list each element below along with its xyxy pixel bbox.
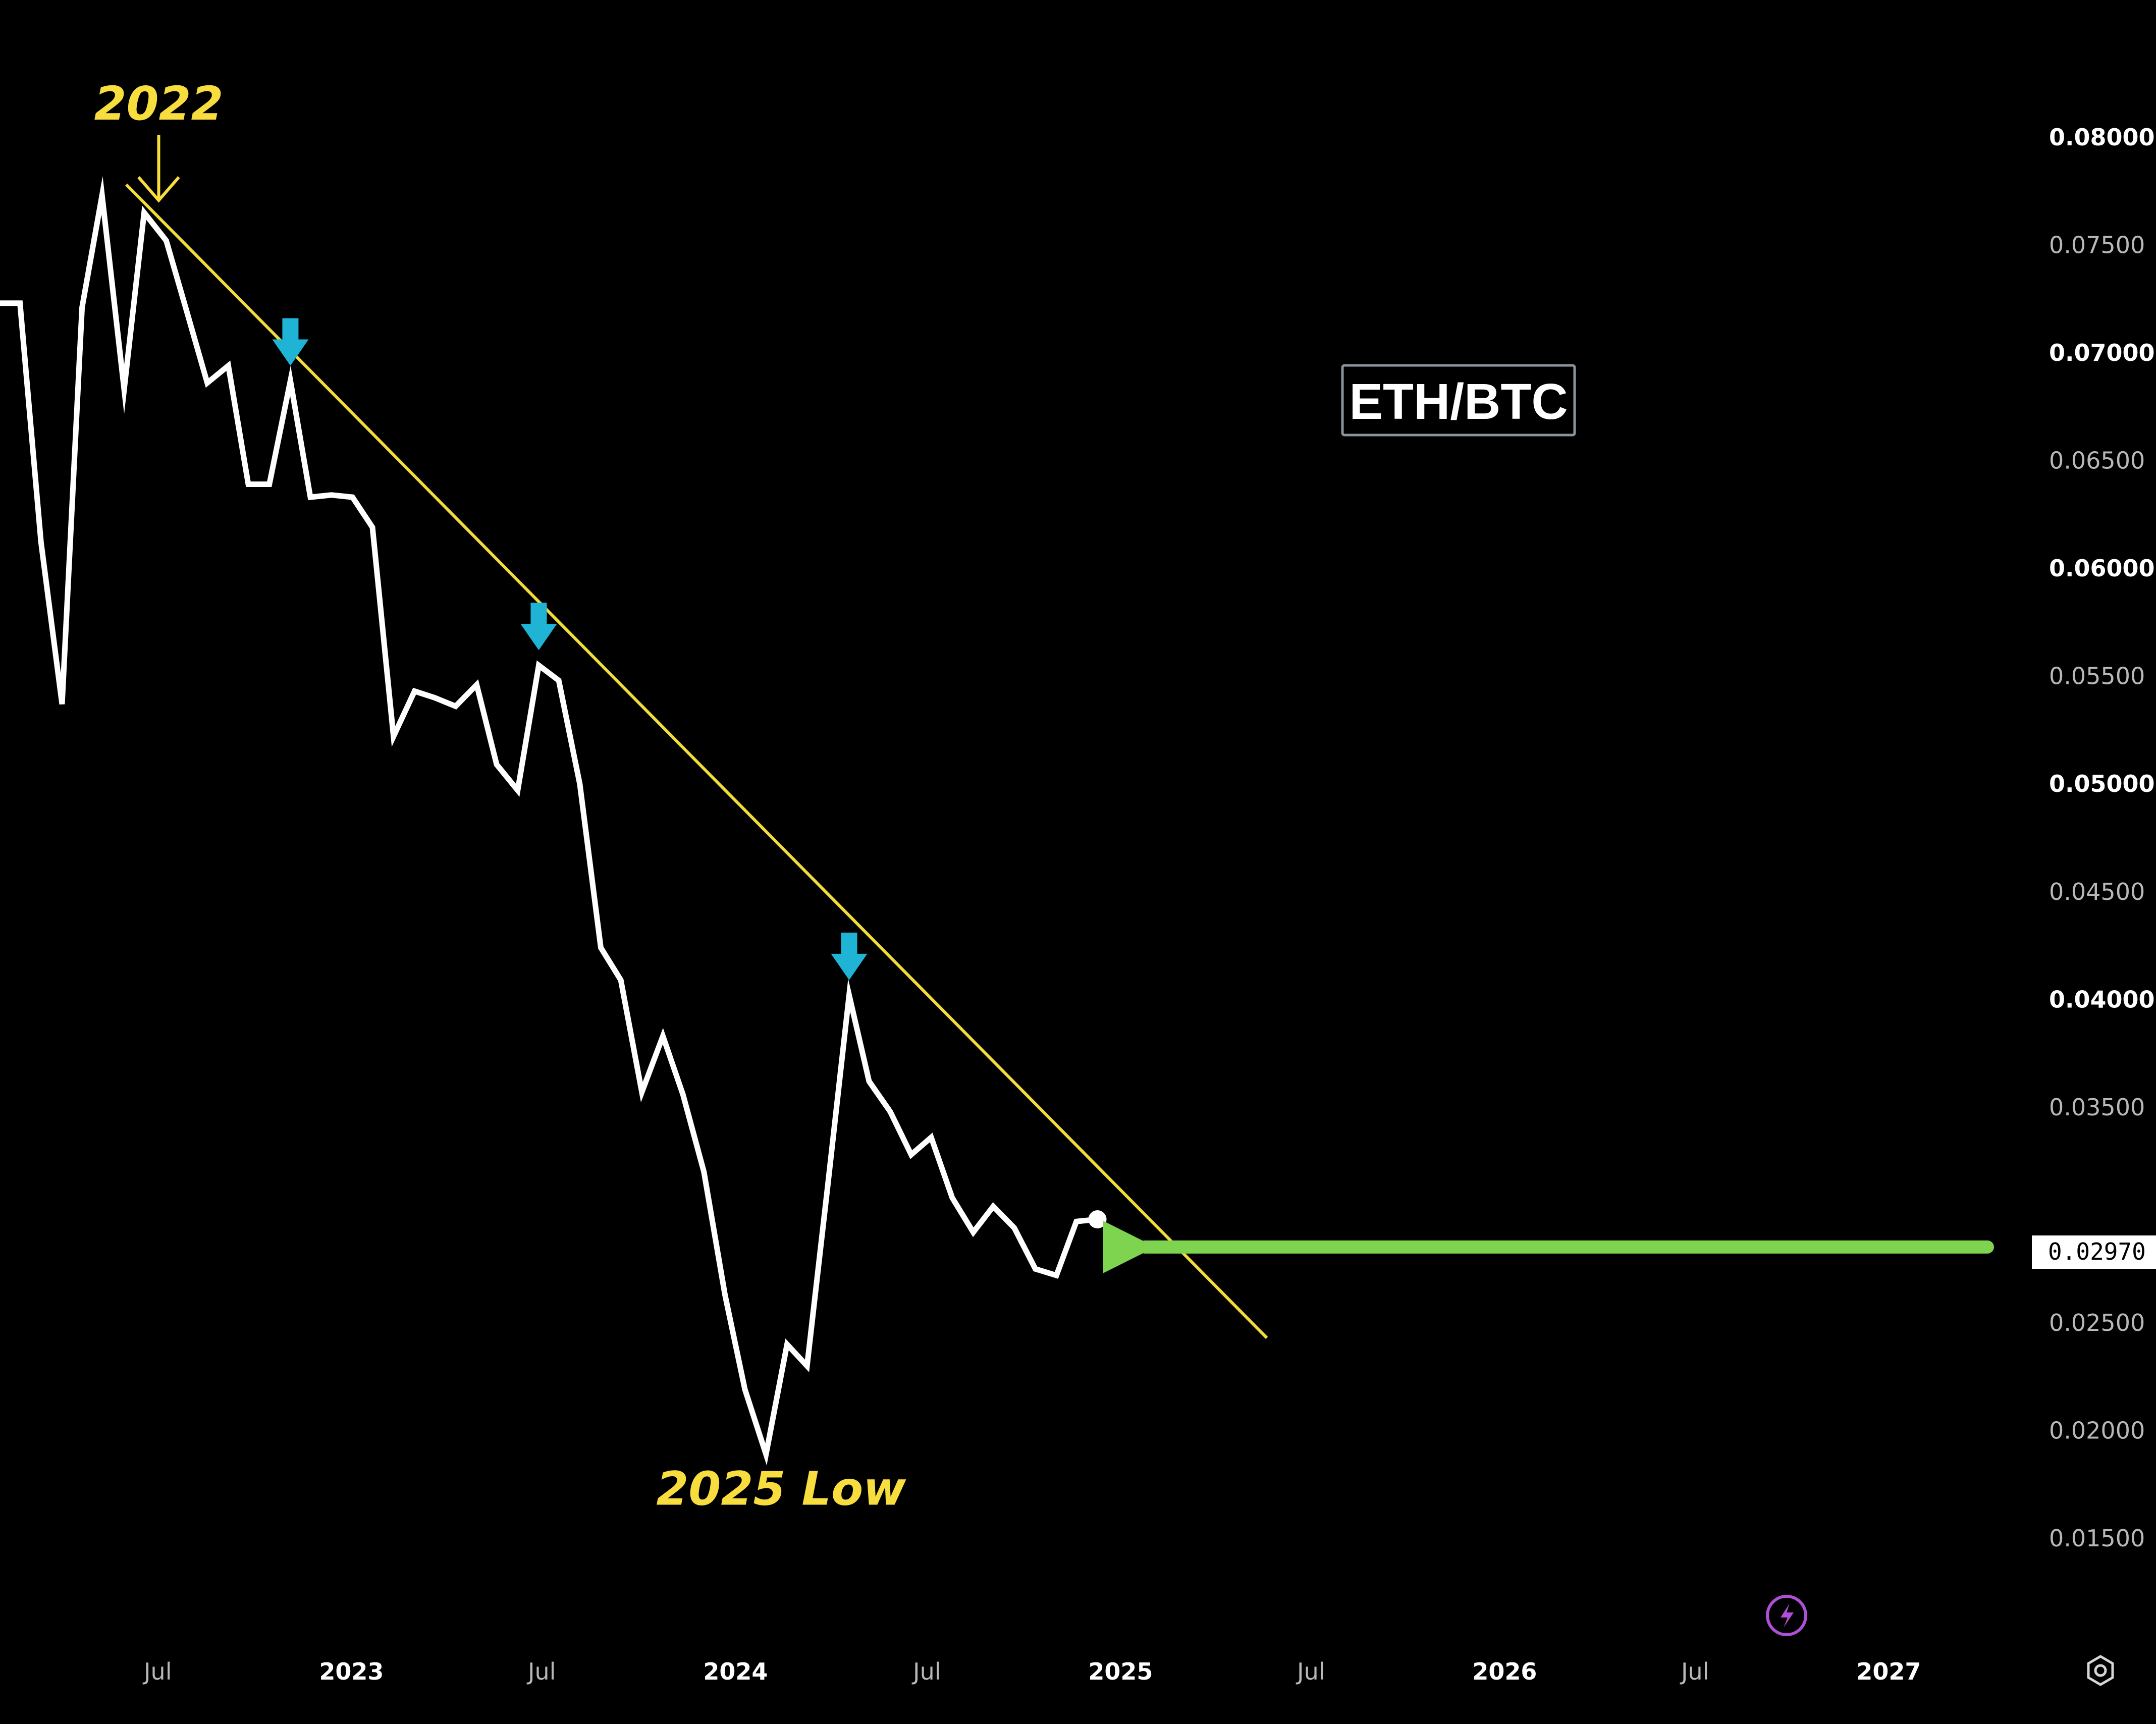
y-tick-label: 0.06500 xyxy=(2049,447,2145,474)
y-tick-label: 0.06000 xyxy=(2049,555,2155,582)
series-line xyxy=(0,176,1098,1466)
y-tick-label: 0.07500 xyxy=(2049,231,2145,258)
y-tick-label: 0.01500 xyxy=(2049,1525,2145,1552)
last-point-marker xyxy=(1088,1210,1107,1229)
x-tick-label: 2026 xyxy=(1472,1658,1537,1685)
x-tick-label: 2027 xyxy=(1856,1658,1921,1685)
chart-title: ETH/BTC xyxy=(1349,373,1568,430)
x-axis: Jul 2023 Jul 2024 Jul 2025 Jul 2026 Jul 2027 xyxy=(142,1658,1921,1685)
y-tick-label: 0.04500 xyxy=(2049,878,2145,905)
y-tick-label: 0.08000 xyxy=(2049,124,2155,151)
y-tick-label: 0.07000 xyxy=(2049,339,2155,366)
cyan-down-arrow-icon xyxy=(520,603,557,651)
chart-title-box: ETH/BTC xyxy=(1341,364,1576,437)
cyan-down-arrow-icon xyxy=(272,318,309,366)
label-2022: 2022 xyxy=(94,77,223,131)
x-tick-label: Jul xyxy=(142,1658,172,1685)
y-tick-label: 0.03500 xyxy=(2049,1094,2145,1121)
yellow-down-arrow-icon xyxy=(137,135,180,203)
trendline-group xyxy=(125,183,1268,1339)
last-price-value: 0.02970 xyxy=(2048,1238,2146,1265)
series-group xyxy=(0,176,1107,1466)
gear-icon[interactable] xyxy=(2087,1655,2114,1686)
label-2025-low: 2025 Low xyxy=(656,1462,906,1516)
x-tick-label: 2024 xyxy=(703,1658,768,1685)
annotations: 2022 2025 Low xyxy=(94,77,1994,1516)
x-tick-label: Jul xyxy=(1296,1658,1325,1685)
cyan-down-arrow-icon xyxy=(831,932,868,980)
x-tick-label: 2025 xyxy=(1088,1658,1153,1685)
x-tick-label: Jul xyxy=(526,1658,556,1685)
last-price-label: 0.02970 xyxy=(2032,1235,2156,1269)
x-tick-label: Jul xyxy=(911,1658,941,1685)
trendline xyxy=(125,183,1268,1339)
y-tick-label: 0.05500 xyxy=(2049,663,2145,690)
x-tick-label: 2023 xyxy=(319,1658,384,1685)
y-tick-label: 0.02500 xyxy=(2049,1309,2145,1336)
x-tick-label: Jul xyxy=(1680,1658,1709,1685)
y-tick-label: 0.05000 xyxy=(2049,770,2155,797)
y-axis: 0.08000 0.07500 0.07000 0.06500 0.06000 0.055… xyxy=(2049,124,2155,1552)
y-tick-label: 0.02000 xyxy=(2049,1417,2145,1444)
y-tick-label: 0.04000 xyxy=(2049,986,2155,1013)
lightning-icon[interactable] xyxy=(1766,1595,1807,1636)
